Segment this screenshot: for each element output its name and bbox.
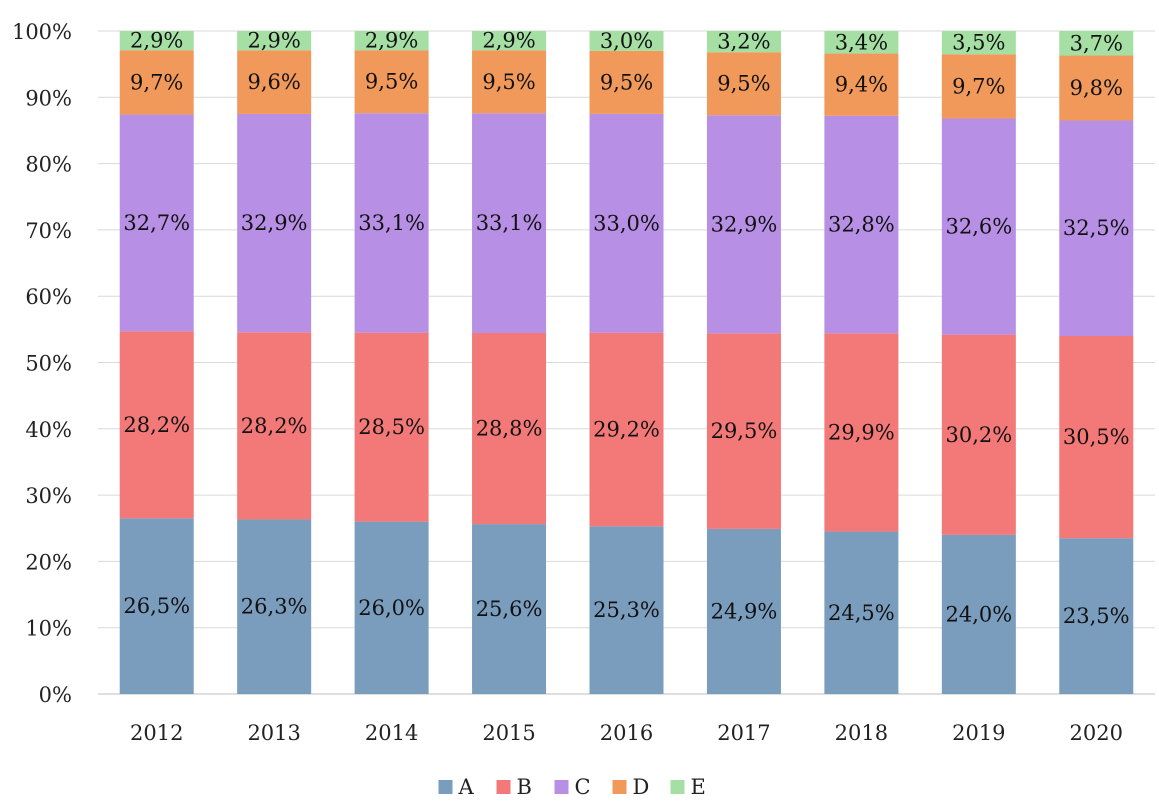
data-label: 28,2%	[241, 414, 308, 438]
data-label: 3,0%	[600, 29, 653, 53]
legend-item-e: E	[671, 775, 706, 799]
data-label: 33,1%	[358, 211, 425, 235]
data-label: 25,3%	[593, 598, 660, 622]
data-label: 26,5%	[123, 594, 190, 618]
data-label: 28,2%	[123, 413, 190, 437]
y-axis: 0% 10% 20% 30% 40% 50% 60% 70% 80% 90% 100%	[12, 20, 72, 707]
y-tick-label: 40%	[25, 418, 72, 442]
data-label: 2,9%	[130, 29, 183, 53]
data-label: 3,7%	[1070, 31, 1123, 55]
data-label: 33,1%	[476, 211, 543, 235]
legend-label: B	[517, 775, 532, 799]
data-label: 33,0%	[593, 211, 660, 235]
data-label: 24,9%	[711, 599, 778, 623]
data-label: 28,5%	[358, 415, 425, 439]
y-tick-label: 30%	[25, 484, 72, 508]
y-tick-label: 90%	[25, 86, 72, 110]
data-label: 32,7%	[123, 211, 190, 235]
data-label: 30,5%	[1063, 425, 1130, 449]
data-label: 3,2%	[717, 30, 770, 54]
data-label: 23,5%	[1063, 604, 1130, 628]
y-tick-label: 50%	[25, 352, 72, 376]
data-label: 9,7%	[952, 74, 1005, 98]
legend-item-a: A	[439, 775, 475, 799]
y-tick-label: 20%	[25, 550, 72, 574]
data-label: 3,4%	[835, 30, 888, 54]
data-label: 28,8%	[476, 417, 543, 441]
data-label: 32,9%	[241, 211, 308, 235]
legend-label: A	[458, 775, 475, 799]
x-tick-label: 2014	[365, 721, 418, 745]
x-tick-label: 2018	[835, 721, 888, 745]
legend-label: E	[691, 775, 706, 799]
x-axis: 2012 2013 2014 2015 2016 2017 2018 2019 2020	[130, 721, 1123, 745]
y-tick-label: 80%	[25, 153, 72, 177]
legend-label: C	[575, 775, 591, 799]
legend-swatch	[555, 780, 569, 794]
data-label: 26,0%	[358, 596, 425, 620]
x-tick-label: 2013	[247, 721, 300, 745]
data-label: 32,5%	[1063, 216, 1130, 240]
data-label: 9,7%	[130, 70, 183, 94]
legend-item-d: D	[613, 775, 650, 799]
data-label: 25,6%	[476, 597, 543, 621]
data-label: 9,4%	[835, 73, 888, 97]
data-label: 32,9%	[711, 212, 778, 236]
data-label: 9,5%	[600, 70, 653, 94]
x-tick-label: 2016	[600, 721, 653, 745]
legend: A B C D E	[439, 775, 706, 799]
data-label: 30,2%	[945, 423, 1012, 447]
data-label: 9,5%	[365, 70, 418, 94]
legend-swatch	[671, 780, 685, 794]
x-tick-label: 2012	[130, 721, 183, 745]
data-label: 24,5%	[828, 601, 895, 625]
data-label: 9,5%	[482, 70, 535, 94]
data-label: 2,9%	[365, 29, 418, 53]
legend-swatch	[439, 780, 453, 794]
legend-swatch	[497, 780, 511, 794]
x-tick-label: 2017	[717, 721, 770, 745]
data-label: 9,5%	[717, 72, 770, 96]
x-tick-label: 2015	[482, 721, 535, 745]
data-label: 3,5%	[952, 31, 1005, 55]
y-tick-label: 0%	[39, 683, 72, 707]
x-tick-label: 2020	[1070, 721, 1123, 745]
data-label: 2,9%	[247, 29, 300, 53]
data-label: 26,3%	[241, 595, 308, 619]
legend-item-c: C	[555, 775, 591, 799]
data-label: 29,2%	[593, 417, 660, 441]
data-label: 32,8%	[828, 213, 895, 237]
legend-item-b: B	[497, 775, 532, 799]
y-tick-label: 100%	[12, 20, 72, 44]
data-label: 29,5%	[711, 419, 778, 443]
data-label: 2,9%	[482, 29, 535, 53]
legend-label: D	[633, 775, 650, 799]
y-tick-label: 60%	[25, 285, 72, 309]
data-label: 32,6%	[945, 215, 1012, 239]
data-label: 29,9%	[828, 420, 895, 444]
x-tick-label: 2019	[952, 721, 1005, 745]
y-tick-label: 70%	[25, 219, 72, 243]
data-label: 24,0%	[945, 602, 1012, 626]
y-tick-label: 10%	[25, 617, 72, 641]
data-label: 9,6%	[247, 70, 300, 94]
legend-swatch	[613, 780, 627, 794]
data-label: 9,8%	[1070, 76, 1123, 100]
